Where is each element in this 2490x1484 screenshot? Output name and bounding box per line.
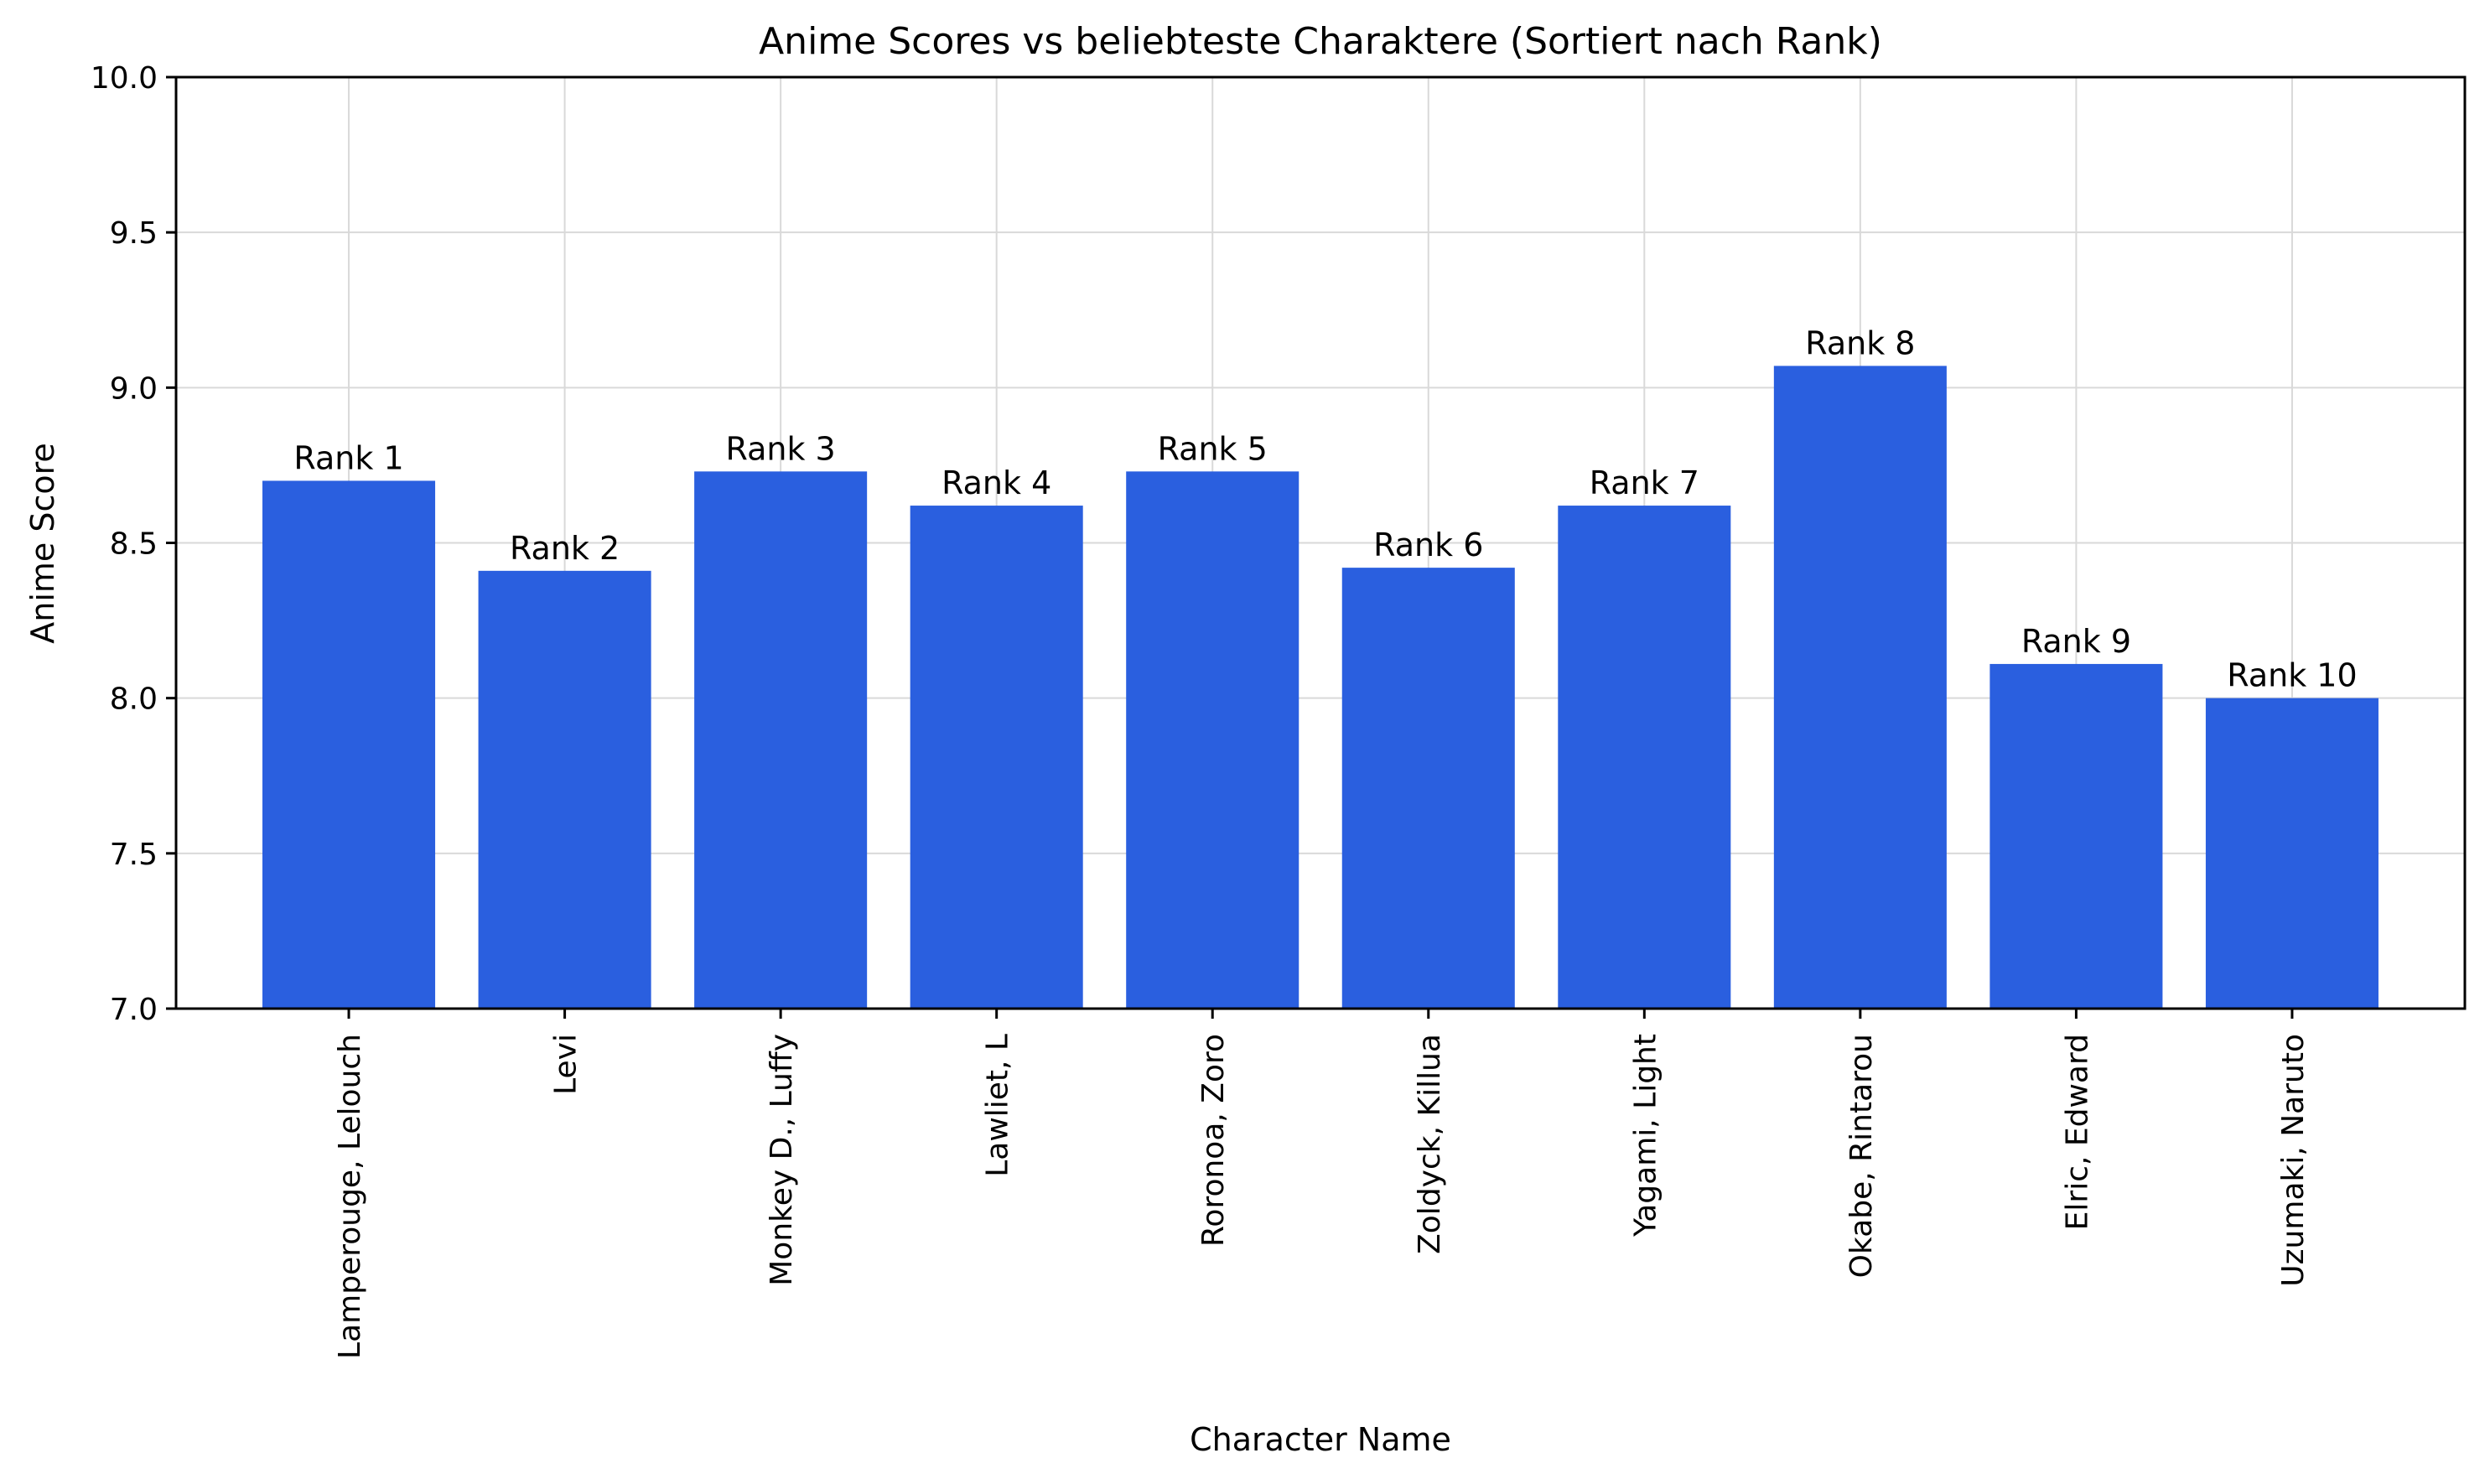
y-tick-label: 8.0 xyxy=(110,682,158,717)
bar-rank-label: Rank 7 xyxy=(1590,464,1699,501)
x-axis-label: Character Name xyxy=(1190,1421,1451,1458)
bar-label-layer: Rank 1 Rank 2 Rank 3 Rank 4 Rank 5 Rank 6 Rank… xyxy=(293,324,2357,693)
y-tick-label: 9.0 xyxy=(110,371,158,406)
bar xyxy=(1989,663,2163,1009)
x-tick-label: Roronoa, Zoro xyxy=(1196,1034,1231,1247)
x-tick-label: Lawliet, L xyxy=(981,1034,1015,1177)
y-tick-label: 7.5 xyxy=(110,838,158,872)
bar-rank-label: Rank 3 xyxy=(726,430,836,467)
x-tick-label: Zoldyck, Killua xyxy=(1413,1034,1447,1254)
axis-layer: 7.0 7.5 8.0 8.5 9.0 9.5 10.0 Lamperouge, Lelouc… xyxy=(91,61,2311,1359)
bar-rank-label: Rank 8 xyxy=(1805,324,1915,361)
y-tick-label: 9.5 xyxy=(110,216,158,251)
plot-frame xyxy=(174,75,2467,1010)
bar xyxy=(478,570,651,1009)
x-tick-label: Elric, Edward xyxy=(2060,1034,2094,1230)
bar xyxy=(2205,698,2378,1009)
bar-rank-label: Rank 4 xyxy=(942,464,1051,501)
bar xyxy=(1341,568,1515,1009)
x-tick-label: Lamperouge, Lelouch xyxy=(333,1034,367,1359)
x-tick-label: Uzumaki, Naruto xyxy=(2276,1034,2311,1287)
bar-rank-label: Rank 9 xyxy=(2021,623,2131,660)
bar-rank-label: Rank 1 xyxy=(293,439,403,476)
bar-rank-label: Rank 10 xyxy=(2227,657,2357,694)
bar-layer xyxy=(262,366,2378,1009)
bar-rank-label: Rank 5 xyxy=(1158,430,1268,467)
y-axis-label: Anime Score xyxy=(24,443,61,644)
bar xyxy=(694,471,868,1009)
y-tick-label: 8.5 xyxy=(110,527,158,562)
bar xyxy=(1773,366,1947,1009)
y-tick-label: 7.0 xyxy=(110,993,158,1027)
bar xyxy=(1126,471,1299,1009)
bar xyxy=(910,506,1083,1009)
x-tick-label: Yagami, Light xyxy=(1628,1034,1663,1238)
chart-title: Anime Scores vs beliebteste Charaktere (… xyxy=(759,20,1882,63)
x-tick-label: Levi xyxy=(549,1034,584,1095)
bar xyxy=(262,480,436,1009)
bar xyxy=(1558,506,1731,1009)
bar-rank-label: Rank 2 xyxy=(510,530,620,567)
bar-rank-label: Rank 6 xyxy=(1373,527,1483,563)
x-tick-label: Okabe, Rintarou xyxy=(1844,1034,1879,1278)
x-tick-label: Monkey D., Luffy xyxy=(765,1034,799,1286)
y-tick-label: 10.0 xyxy=(91,61,158,96)
